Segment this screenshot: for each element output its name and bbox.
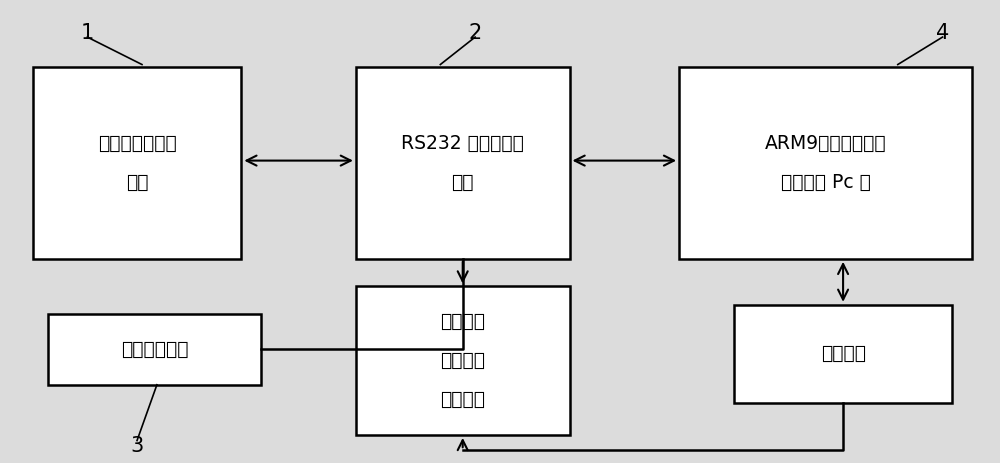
Text: 显示图形: 显示图形 bbox=[440, 351, 485, 370]
Text: 便携式粗糙度检: 便携式粗糙度检 bbox=[98, 134, 176, 153]
Bar bbox=[356, 287, 570, 435]
Text: 1: 1 bbox=[81, 23, 94, 43]
Text: RS232 九针串口数: RS232 九针串口数 bbox=[401, 134, 524, 153]
Bar bbox=[33, 67, 241, 259]
Text: 处理程序: 处理程序 bbox=[821, 344, 866, 363]
Text: 2: 2 bbox=[469, 23, 482, 43]
Text: 辅助测量卡具: 辅助测量卡具 bbox=[121, 340, 188, 359]
Bar bbox=[48, 314, 261, 385]
Text: 3: 3 bbox=[130, 437, 144, 457]
Bar bbox=[356, 67, 570, 259]
Text: 4: 4 bbox=[936, 23, 949, 43]
Text: 据线: 据线 bbox=[451, 173, 474, 192]
Text: 参数分析: 参数分析 bbox=[440, 390, 485, 409]
Text: ARM9可编程开发板: ARM9可编程开发板 bbox=[765, 134, 886, 153]
Text: 保存数据: 保存数据 bbox=[440, 313, 485, 332]
Text: 或便携式 Pc 机: 或便携式 Pc 机 bbox=[781, 173, 871, 192]
Text: 测仪: 测仪 bbox=[126, 173, 148, 192]
Bar bbox=[734, 305, 952, 403]
Bar bbox=[679, 67, 972, 259]
